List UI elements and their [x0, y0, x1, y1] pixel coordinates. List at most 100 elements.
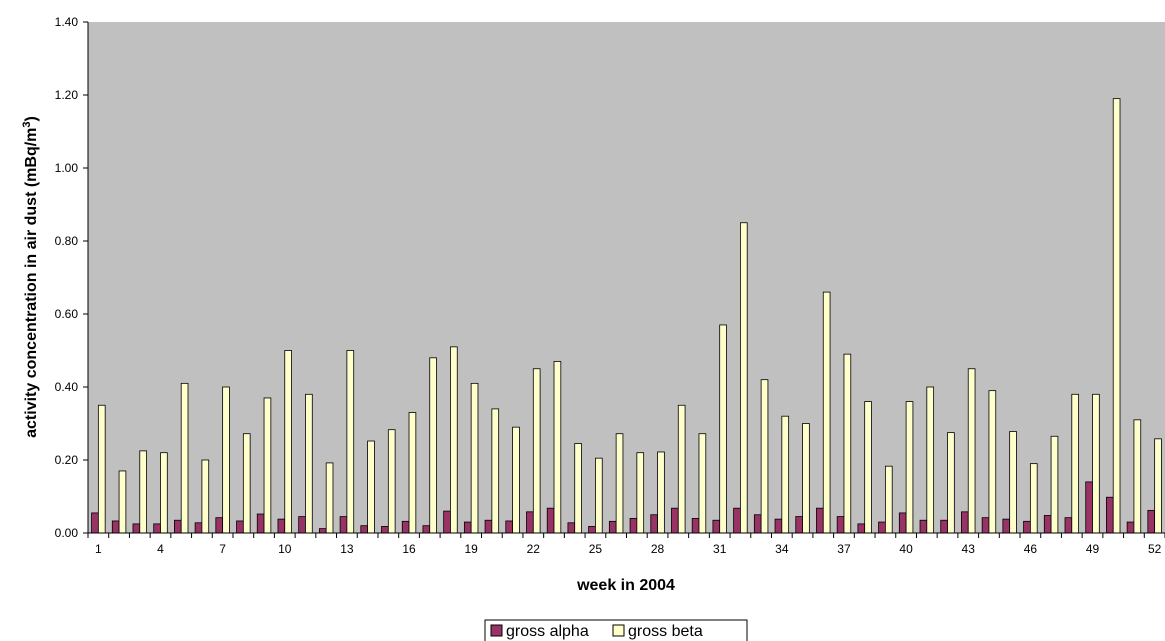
bar-gross-alpha-week-29: [671, 507, 679, 534]
y-axis-title-main: activity concentration in air dust (mBq/…: [23, 128, 40, 438]
bar-gross-alpha-week-19: [463, 521, 472, 534]
bar-gross-alpha-week-30: [691, 518, 700, 534]
x-tick-label: 4: [157, 542, 164, 556]
bar-gross-alpha-week-10: [277, 518, 286, 534]
y-tick-label: 0.00: [55, 526, 79, 540]
bar-gross-beta-week-1: [97, 404, 106, 534]
bar-gross-alpha-week-39: [878, 521, 886, 534]
bar-gross-beta-week-26: [615, 433, 624, 534]
bar-gross-alpha-week-50: [1106, 496, 1114, 534]
bar-gross-alpha-week-35: [795, 516, 803, 534]
x-tick-label: 40: [899, 542, 913, 556]
bar-gross-alpha-week-8: [236, 520, 244, 534]
bar-gross-beta-week-4: [160, 452, 168, 534]
bar-gross-beta-week-41: [926, 386, 935, 534]
bar-gross-alpha-week-13: [339, 516, 348, 534]
bar-gross-beta-week-19: [470, 382, 479, 534]
bar-gross-beta-week-35: [802, 423, 810, 534]
bar-gross-beta-week-28: [657, 451, 665, 534]
bar-gross-alpha-week-20: [484, 519, 493, 534]
bar-gross-alpha-week-2: [111, 520, 120, 534]
bar-gross-beta-week-17: [429, 357, 437, 534]
x-tick-label: 13: [340, 542, 354, 556]
y-tick-label: 0.20: [55, 453, 79, 467]
bar-gross-alpha-week-18: [443, 510, 451, 534]
bar-gross-beta-week-22: [532, 368, 541, 534]
bar-gross-alpha-week-47: [1043, 515, 1052, 534]
bar-gross-alpha-week-24: [567, 522, 576, 534]
y-tick-label: 1.20: [55, 88, 79, 102]
bar-gross-beta-week-34: [781, 415, 790, 534]
bar-gross-beta-week-48: [1071, 393, 1080, 534]
legend: gross alpha gross beta: [484, 619, 748, 641]
bar-gross-beta-week-21: [512, 426, 520, 534]
bar-gross-beta-week-52: [1154, 438, 1162, 534]
bar-gross-alpha-week-48: [1064, 517, 1073, 534]
x-tick-label: 10: [278, 542, 292, 556]
x-tick-label: 25: [589, 542, 603, 556]
y-axis-ticks: 0.00 0.20 0.40 0.60 0.80 1.00 1.20 1.40: [55, 15, 88, 540]
bar-gross-alpha-week-14: [360, 525, 369, 534]
bar-gross-alpha-week-16: [401, 520, 410, 534]
bar-gross-alpha-week-32: [733, 507, 741, 534]
bar-gross-beta-week-12: [325, 462, 334, 534]
bar-gross-beta-week-5: [180, 382, 189, 534]
bar-gross-beta-week-6: [201, 459, 210, 534]
y-tick-label: 0.60: [55, 307, 79, 321]
bar-gross-beta-week-45: [1009, 431, 1017, 534]
bar-gross-alpha-week-21: [505, 520, 513, 534]
bar-gross-alpha-week-31: [712, 519, 721, 534]
y-axis-title-end: ): [23, 116, 40, 121]
bar-gross-beta-week-40: [905, 401, 914, 534]
y-tick-label: 1.40: [55, 15, 79, 29]
bar-gross-alpha-week-12: [318, 528, 327, 534]
bar-gross-alpha-week-44: [981, 517, 990, 534]
bar-gross-alpha-week-4: [153, 523, 161, 534]
bar-gross-beta-week-49: [1092, 393, 1100, 534]
x-tick-label: 37: [837, 542, 851, 556]
bar-gross-alpha-week-6: [194, 522, 203, 534]
x-tick-label: 28: [651, 542, 665, 556]
bar-gross-beta-week-3: [139, 450, 147, 534]
bar-gross-alpha-week-51: [1126, 521, 1135, 534]
bar-gross-alpha-week-3: [132, 523, 141, 534]
bar-gross-alpha-week-25: [588, 526, 596, 534]
bar-gross-beta-week-7: [222, 386, 230, 534]
bar-gross-beta-week-13: [346, 350, 355, 534]
bar-gross-beta-week-23: [553, 361, 562, 534]
bar-gross-alpha-week-41: [919, 519, 928, 534]
bar-gross-alpha-week-15: [381, 526, 389, 534]
bar-gross-alpha-week-33: [753, 514, 762, 534]
bar-gross-alpha-week-9: [256, 513, 265, 534]
bar-gross-beta-week-33: [760, 379, 769, 534]
x-tick-label: 31: [713, 542, 727, 556]
legend-swatch-gross-beta: [612, 624, 625, 637]
bar-gross-beta-week-10: [284, 350, 292, 534]
bar-gross-beta-week-27: [636, 452, 645, 534]
bar-gross-alpha-week-38: [857, 523, 866, 534]
y-tick-label: 0.80: [55, 234, 79, 248]
bar-gross-beta-week-18: [450, 346, 458, 534]
bar-gross-beta-week-16: [408, 412, 417, 534]
bar-gross-beta-week-31: [719, 324, 727, 534]
bar-gross-beta-week-44: [988, 390, 997, 534]
bar-gross-alpha-week-27: [629, 518, 638, 534]
bar-gross-beta-week-42: [947, 432, 955, 534]
bar-gross-beta-week-20: [491, 408, 500, 534]
bar-gross-alpha-week-17: [422, 525, 431, 534]
bar-gross-alpha-week-46: [1023, 520, 1031, 534]
x-tick-label: 46: [1024, 542, 1038, 556]
bar-gross-beta-week-50: [1112, 98, 1121, 534]
bar-gross-beta-week-39: [884, 465, 893, 534]
bar-gross-alpha-week-45: [1002, 518, 1011, 534]
bar-gross-beta-week-14: [367, 440, 375, 534]
bar-gross-alpha-week-11: [298, 516, 306, 534]
bar-gross-alpha-week-34: [774, 518, 783, 534]
bar-gross-alpha-week-26: [608, 520, 617, 534]
bar-gross-beta-week-29: [677, 404, 686, 534]
x-tick-label: 49: [1086, 542, 1100, 556]
bar-gross-alpha-week-49: [1085, 481, 1093, 534]
bar-gross-beta-week-46: [1029, 463, 1038, 534]
bar-gross-beta-week-2: [118, 470, 127, 534]
